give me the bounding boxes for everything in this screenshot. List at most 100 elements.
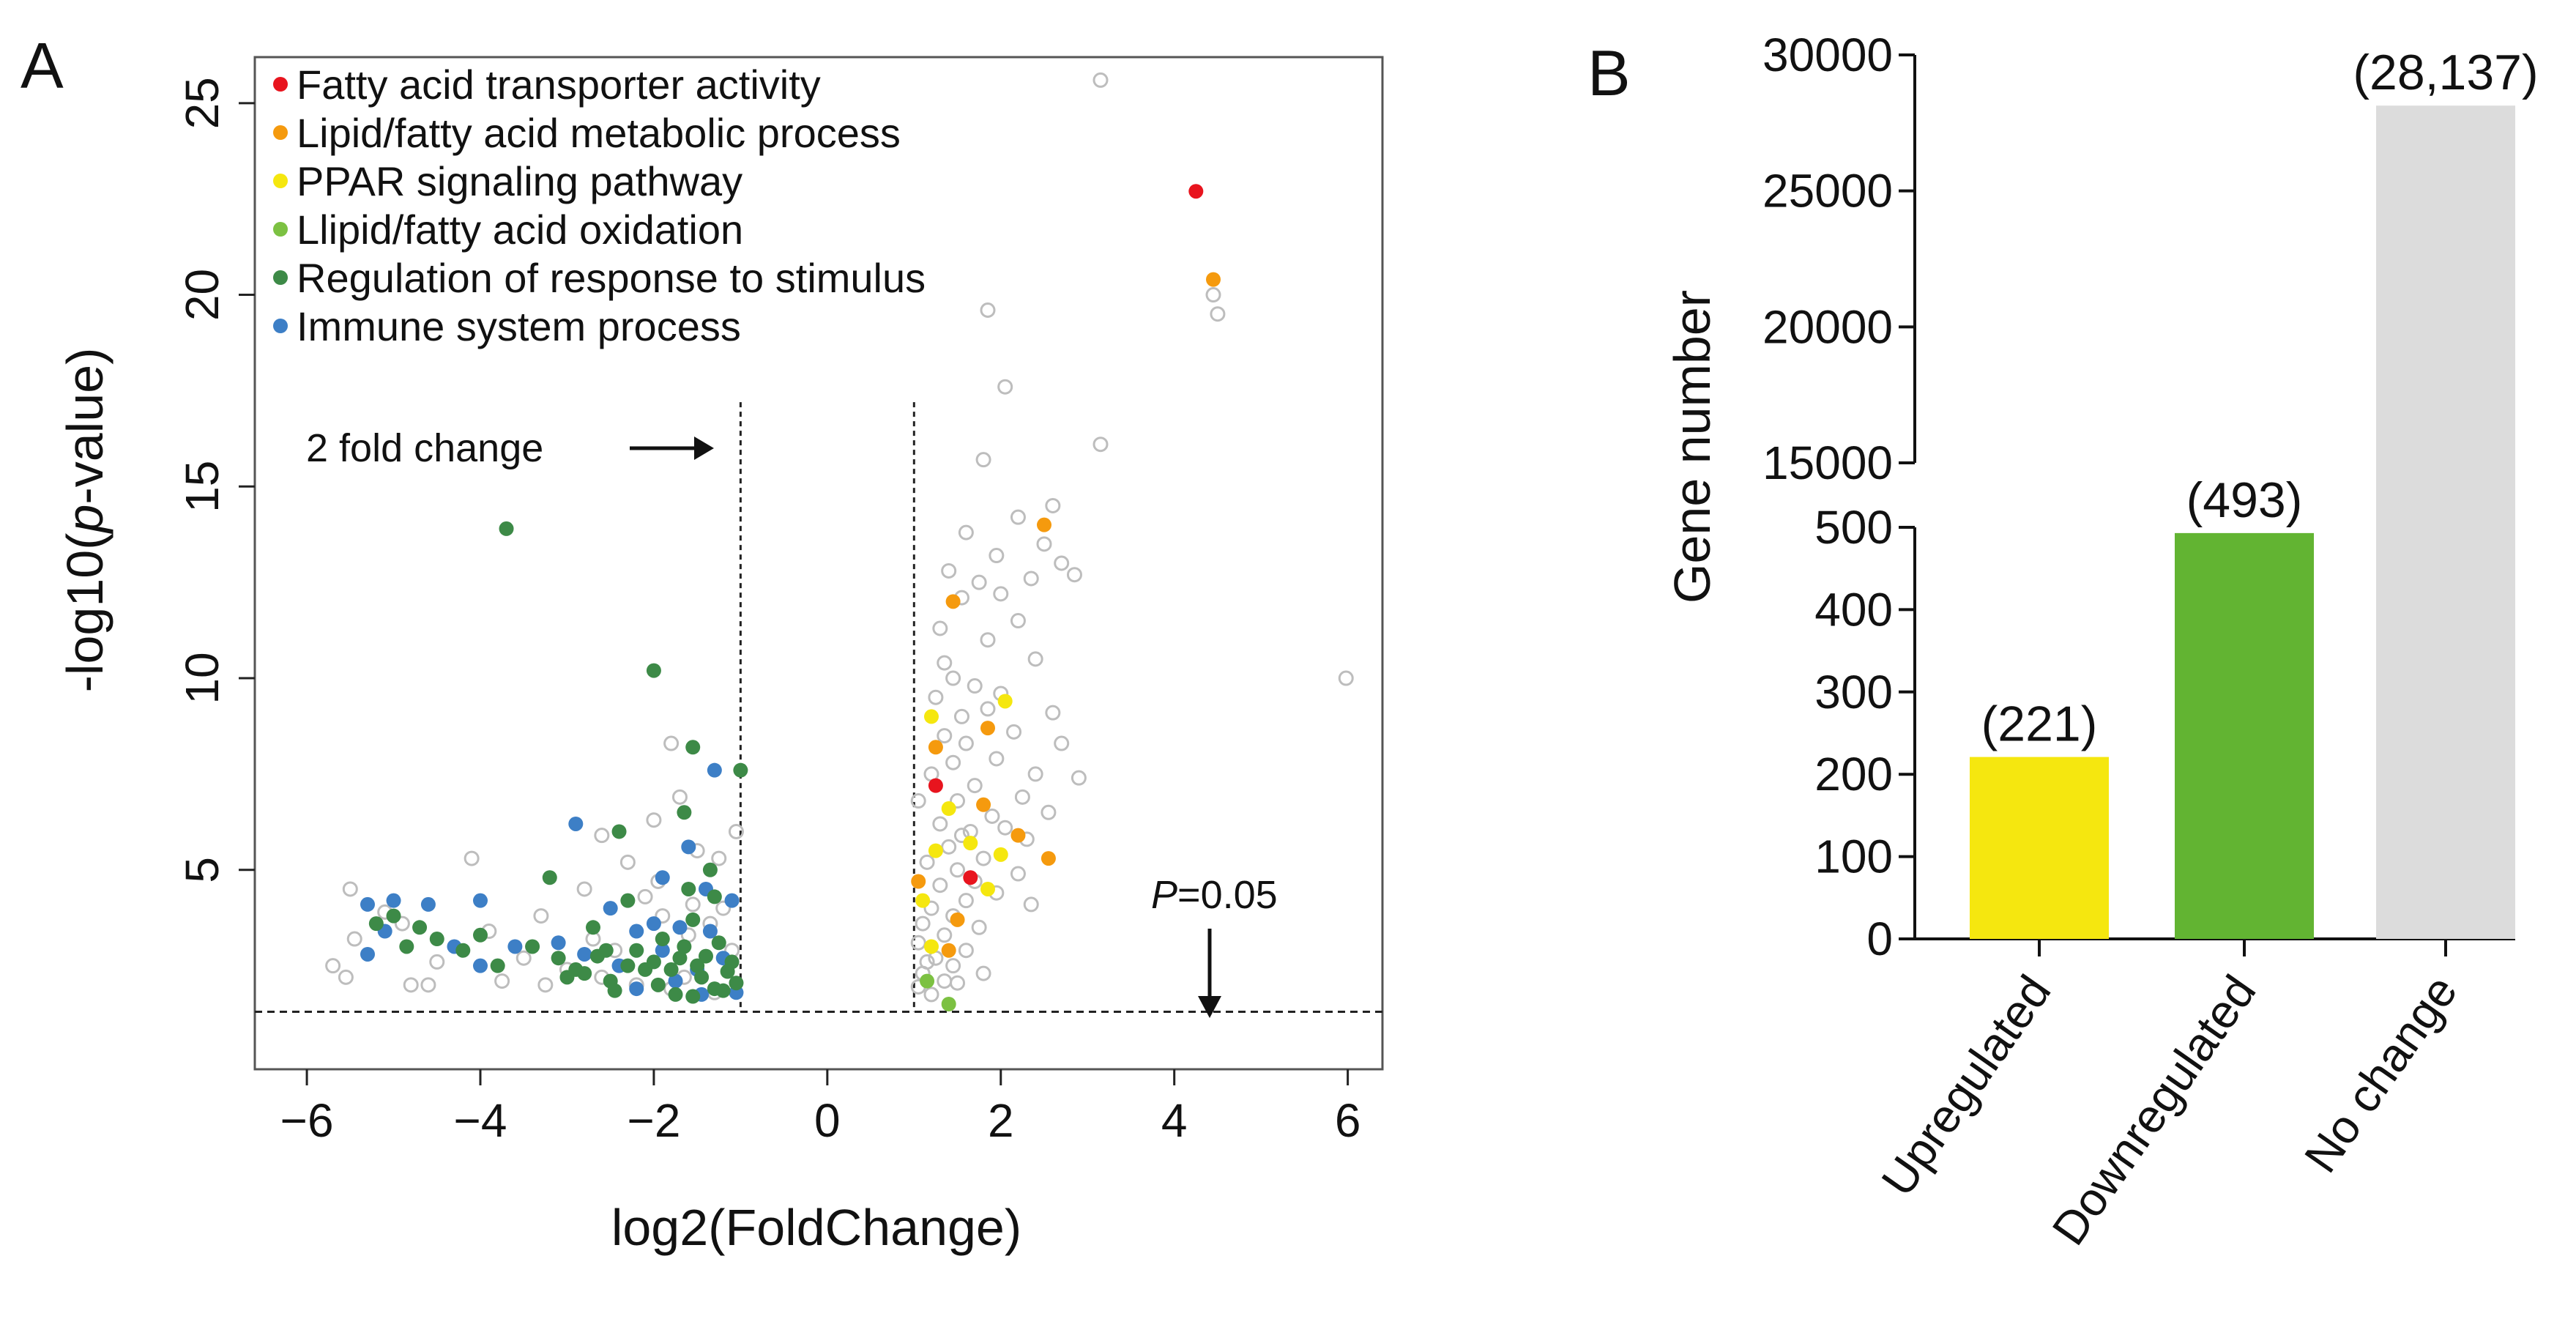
point-not-significant	[1027, 766, 1043, 782]
point-immune-system-process	[629, 981, 644, 997]
point-lipid-fatty-acid-metabolic-process	[976, 797, 991, 812]
legend-marker	[273, 174, 288, 188]
point-regulation-of-response-to-stimulus	[646, 954, 661, 970]
point-not-significant	[989, 548, 1005, 564]
point-regulation-of-response-to-stimulus	[729, 976, 744, 991]
point-not-significant	[1045, 497, 1061, 513]
point-regulation-of-response-to-stimulus	[672, 951, 688, 966]
point-not-significant	[619, 854, 636, 870]
point-not-significant	[980, 701, 996, 717]
point-lipid-fatty-acid-metabolic-process	[941, 943, 956, 958]
point-not-significant	[950, 975, 966, 991]
point-lipid-fatty-acid-metabolic-process	[945, 594, 961, 609]
point-not-significant	[1036, 536, 1052, 552]
y-tick-label: 5	[176, 857, 228, 883]
point-fatty-acid-transporter-activity	[1188, 184, 1204, 199]
point-not-significant	[646, 812, 662, 828]
point-not-significant	[958, 943, 974, 959]
legend-marker	[273, 125, 288, 140]
point-not-significant	[1006, 724, 1022, 740]
volcano-x-axis-title: log2(FoldChange)	[611, 1199, 1021, 1256]
point-ppar-signaling-pathway	[915, 893, 931, 908]
point-not-significant	[1041, 804, 1057, 820]
point-immune-system-process	[655, 870, 670, 885]
point-immune-system-process	[724, 893, 740, 908]
point-ppar-signaling-pathway	[993, 847, 1008, 862]
point-immune-system-process	[473, 893, 488, 908]
point-not-significant	[394, 915, 410, 932]
point-regulation-of-response-to-stimulus	[607, 983, 622, 998]
point-not-significant	[1010, 866, 1026, 882]
point-not-significant	[950, 793, 966, 809]
panel-label-b: B	[1587, 37, 1631, 109]
point-immune-system-process	[702, 924, 718, 939]
point-not-significant	[515, 950, 532, 966]
point-lipid-fatty-acid-metabolic-process	[911, 874, 926, 889]
point-not-significant	[967, 778, 983, 794]
point-not-significant	[910, 793, 926, 809]
point-not-significant	[1010, 509, 1026, 525]
point-fatty-acid-transporter-activity	[928, 778, 943, 793]
point-not-significant	[420, 977, 436, 993]
bar-y-tick-label: 300	[1814, 666, 1893, 718]
point-immune-system-process	[507, 939, 523, 954]
point-lipid-fatty-acid-metabolic-process	[1010, 828, 1026, 843]
point-ppar-signaling-pathway	[997, 694, 1013, 709]
x-tick-label: 2	[988, 1094, 1014, 1147]
point-lipid-fatty-acid-metabolic-process	[1041, 851, 1056, 866]
point-regulation-of-response-to-stimulus	[455, 943, 471, 958]
point-not-significant	[923, 900, 939, 916]
point-llipid-fatty-acid-oxidation	[920, 973, 935, 989]
point-regulation-of-response-to-stimulus	[611, 824, 627, 839]
legend-label: Llipid/fatty acid oxidation	[297, 207, 743, 253]
point-regulation-of-response-to-stimulus	[399, 939, 414, 954]
point-ppar-signaling-pathway	[980, 881, 995, 896]
point-immune-system-process	[655, 943, 670, 958]
bar-y-tick-label: 400	[1814, 583, 1893, 636]
point-not-significant	[537, 977, 554, 993]
point-not-significant	[671, 789, 688, 805]
point-not-significant	[937, 655, 953, 671]
point-not-significant	[953, 828, 969, 844]
point-not-significant	[346, 931, 362, 947]
legend-label: Immune system process	[297, 303, 741, 349]
legend-marker	[273, 222, 288, 237]
point-not-significant	[958, 524, 974, 540]
point-not-significant	[945, 958, 961, 974]
bar-y-tick-label: 15000	[1762, 436, 1893, 489]
point-immune-system-process	[551, 935, 566, 951]
bar-y-tick-label: 100	[1814, 831, 1893, 883]
point-not-significant	[338, 969, 354, 985]
point-not-significant	[685, 896, 701, 913]
point-not-significant	[1023, 571, 1039, 587]
point-regulation-of-response-to-stimulus	[699, 948, 713, 964]
x-tick-label: −2	[627, 1094, 680, 1147]
point-lipid-fatty-acid-metabolic-process	[980, 721, 995, 736]
point-not-significant	[958, 893, 974, 909]
p-value-arrow	[1198, 929, 1221, 1018]
point-not-significant	[937, 728, 953, 744]
point-not-significant	[576, 881, 592, 897]
x-tick-label: 0	[814, 1094, 841, 1147]
y-tick-label: 10	[176, 652, 228, 704]
point-not-significant	[663, 735, 680, 751]
point-regulation-of-response-to-stimulus	[685, 740, 701, 755]
point-ppar-signaling-pathway	[941, 801, 956, 817]
point-ppar-signaling-pathway	[924, 709, 939, 724]
bar-y-tick-label: 200	[1814, 748, 1893, 800]
point-ppar-signaling-pathway	[924, 939, 939, 954]
point-not-significant	[1210, 306, 1226, 322]
volcano-plot-frame	[253, 56, 1384, 1071]
y-tick-label: 25	[176, 77, 228, 129]
point-immune-system-process	[646, 916, 661, 932]
volcano-threshold-lines	[255, 402, 1382, 1013]
point-regulation-of-response-to-stimulus	[711, 935, 726, 951]
point-not-significant	[967, 678, 983, 694]
point-regulation-of-response-to-stimulus	[715, 983, 731, 998]
point-regulation-of-response-to-stimulus	[368, 916, 384, 932]
point-not-significant	[715, 900, 732, 916]
point-immune-system-process	[577, 946, 592, 962]
point-not-significant	[1010, 613, 1026, 629]
legend-label: Lipid/fatty acid metabolic process	[297, 110, 901, 156]
